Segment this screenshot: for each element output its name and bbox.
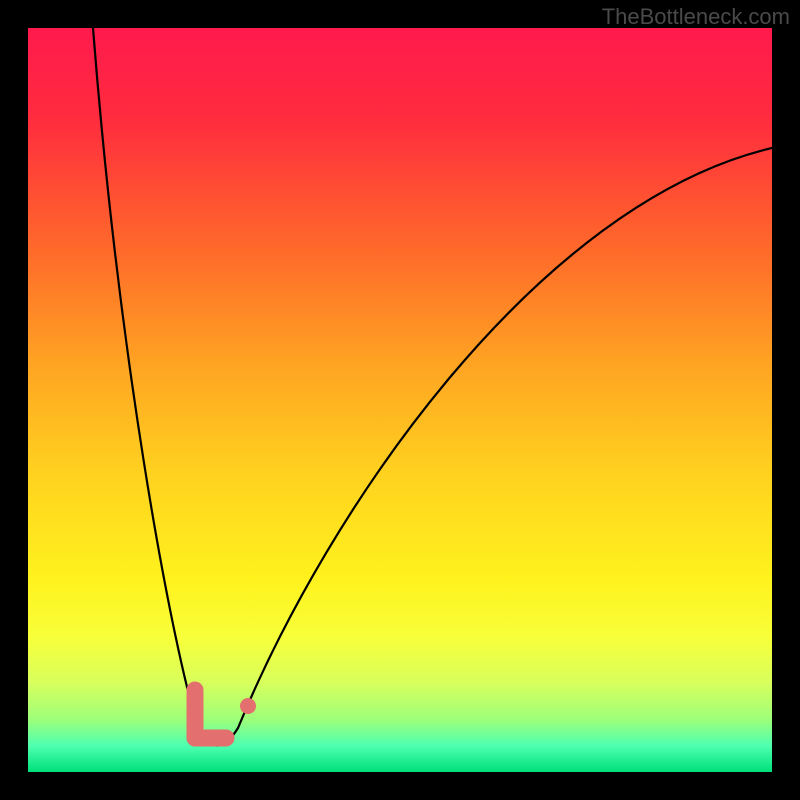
bottleneck-chart-svg (0, 0, 800, 800)
plot-background-gradient (28, 28, 772, 772)
chart-frame: TheBottleneck.com (0, 0, 800, 800)
attribution-label: TheBottleneck.com (602, 4, 790, 30)
marker-dot (240, 698, 256, 714)
